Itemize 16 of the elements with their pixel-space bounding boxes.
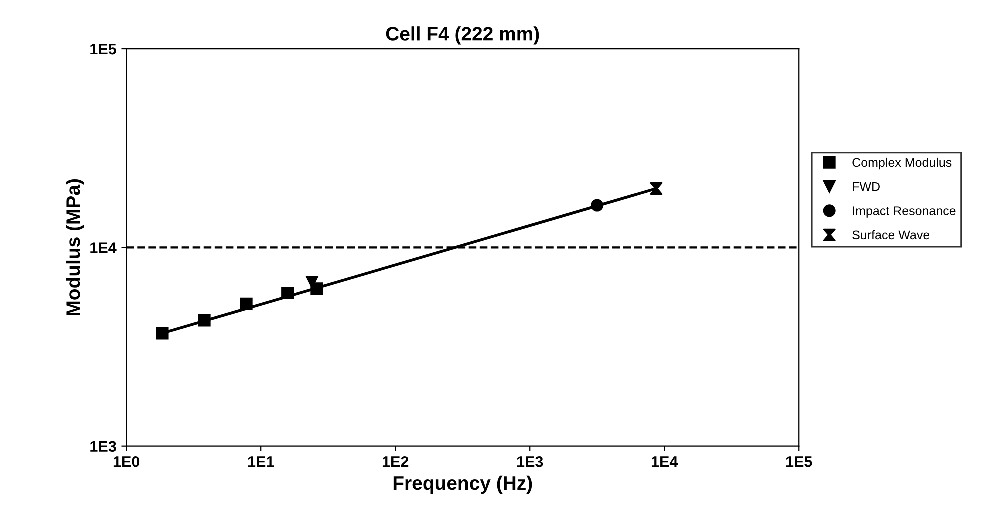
legend-label: Impact Resonance: [853, 206, 956, 218]
chart-title: Cell F4 (222 mm): [386, 26, 540, 45]
y-tick-label: 1E3: [90, 441, 116, 452]
x-tick-label: 1E0: [114, 456, 140, 468]
x-tick-label: 1E3: [517, 456, 544, 468]
x-axis-title: Frequency (Hz): [394, 476, 532, 494]
x-tick-label: 1E2: [382, 456, 409, 468]
legend-label: FWD: [853, 182, 880, 192]
y-tick-label: 1E5: [90, 44, 116, 55]
x-tick-label: 1E5: [786, 456, 812, 468]
y-tick-label: 1E4: [90, 242, 117, 254]
y-axis-title: Modulus (MPa): [66, 180, 84, 316]
x-tick-label: 1E4: [652, 456, 678, 468]
legend-label: Surface Wave: [852, 230, 930, 240]
legend-label: Complex Modulus: [852, 158, 952, 170]
x-tick-label: 1E1: [248, 456, 274, 468]
